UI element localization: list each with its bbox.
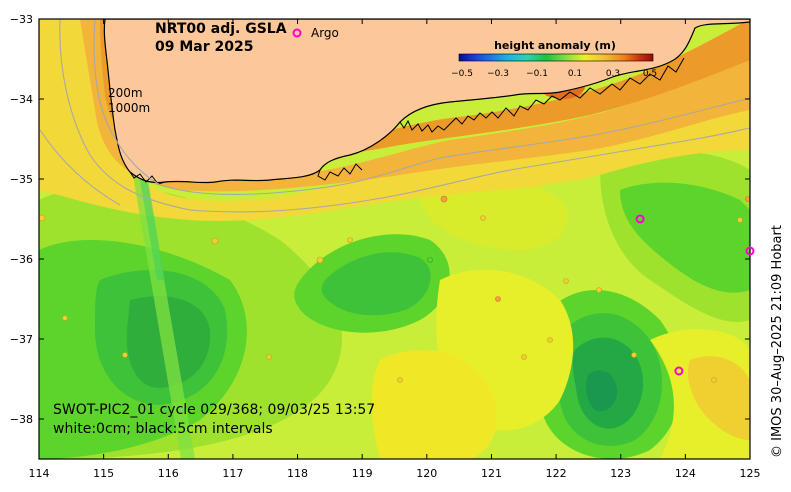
depth-label-shallow: 200m: [108, 86, 143, 100]
x-tick-label: 118: [287, 467, 308, 480]
x-tick-label: 120: [416, 467, 437, 480]
y-tick-label: −36: [10, 253, 33, 266]
y-tick-label: −38: [10, 413, 33, 426]
plot-frame: [38, 18, 751, 460]
x-tick-label: 124: [675, 467, 696, 480]
bathymetry-contours: [39, 19, 750, 213]
colorbar-tick: −0.3: [487, 69, 509, 79]
swot-swath: [122, 110, 195, 459]
x-tick-label: 119: [352, 467, 373, 480]
depth-label-deep: 1000m: [108, 101, 150, 115]
x-tick-label: 123: [610, 467, 631, 480]
map-date: 09 Mar 2025: [155, 39, 253, 55]
x-tick-label: 114: [29, 467, 50, 480]
axis-ticks: [38, 18, 751, 459]
y-axis: −33 −34 −35 −36 −37 −38: [10, 13, 33, 426]
colorbar-tick: 0.1: [568, 69, 582, 79]
colorbar-tick: −0.1: [526, 69, 548, 79]
x-tick-label: 122: [546, 467, 567, 480]
y-tick-label: −33: [10, 13, 33, 26]
colorbar-tick: 0.5: [643, 69, 657, 79]
x-tick-label: 115: [93, 467, 114, 480]
x-tick-label: 116: [158, 467, 179, 480]
colorbar: height anomaly (m) −0.5 −0.3 −0.1 0.1 0.…: [451, 39, 657, 79]
argo-float-marker: [745, 246, 755, 256]
x-tick-label: 125: [740, 467, 761, 480]
y-tick-label: −37: [10, 333, 33, 346]
observation-dots: [39, 52, 750, 383]
argo-floats: [635, 214, 755, 376]
colorbar-tick: 0.3: [606, 69, 620, 79]
map-title: NRT00 adj. GSLA: [155, 21, 287, 37]
caption-line-1: SWOT-PIC2_01 cycle 029/368; 09/03/25 13:…: [53, 402, 375, 418]
colorbar-tick: −0.5: [451, 69, 473, 79]
argo-legend-label: Argo: [311, 26, 339, 40]
x-axis: 114 115 116 117 118 119 120 121 122 123 …: [29, 467, 761, 480]
y-tick-label: −35: [10, 173, 33, 186]
argo-float-marker: [635, 214, 645, 224]
argo-legend-icon: [292, 28, 302, 38]
x-tick-label: 117: [222, 467, 243, 480]
colorbar-title: height anomaly (m): [494, 39, 616, 52]
argo-float-marker: [674, 366, 684, 376]
x-tick-label: 121: [481, 467, 502, 480]
y-tick-label: −34: [10, 93, 33, 106]
colorbar-gradient: [458, 53, 654, 62]
caption-line-2: white:0cm; black:5cm intervals: [53, 421, 273, 437]
credit-text: © IMOS 30–Aug–2025 21:09 Hobart: [770, 225, 785, 458]
anomaly-field: [39, 19, 750, 459]
